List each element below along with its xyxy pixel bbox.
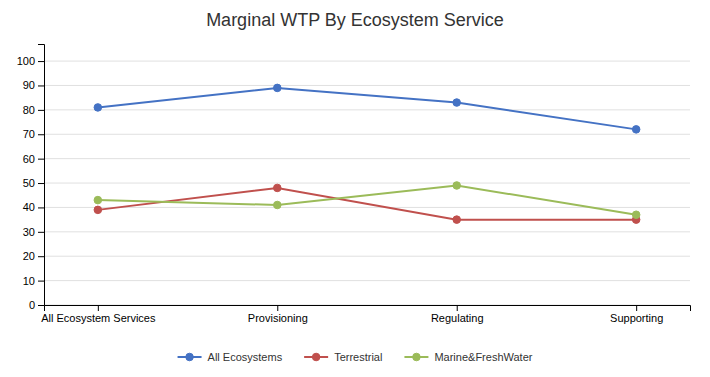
marker — [273, 201, 281, 209]
x-tick: All Ecosystem Services — [41, 305, 156, 324]
x-tick-mark — [277, 305, 278, 311]
y-tick-mark — [38, 281, 44, 282]
y-tick-mark — [38, 134, 44, 135]
y-tick-label: 50 — [23, 177, 35, 189]
marker — [273, 84, 281, 92]
y-tick-mark — [38, 232, 44, 233]
marker — [273, 184, 281, 192]
marker — [632, 126, 640, 134]
x-tick: Provisioning — [248, 305, 308, 324]
x-tick-mark — [636, 305, 637, 311]
marker — [94, 196, 102, 204]
marker — [94, 104, 102, 112]
line — [98, 188, 636, 220]
x-tick: Regulating — [431, 305, 484, 324]
y-tick-label: 90 — [23, 79, 35, 91]
y-axis-line — [38, 45, 45, 306]
y-tick-label: 80 — [23, 104, 35, 116]
legend-item: All Ecosystems — [178, 351, 283, 363]
y-tick: 70 — [23, 128, 44, 140]
grid-line — [44, 85, 690, 86]
y-tick-mark — [38, 305, 44, 306]
grid-line — [44, 280, 690, 281]
y-tick-mark — [38, 207, 44, 208]
grid-line — [44, 256, 690, 257]
y-axis: 0 10 20 30 40 50 60 70 80 90 100 — [17, 45, 45, 312]
y-tick: 40 — [23, 201, 44, 213]
y-tick-mark — [38, 159, 44, 160]
chart: All Ecosystem Services Provisioning Regula… — [0, 0, 710, 377]
marker — [453, 99, 461, 107]
y-tick: 10 — [23, 275, 44, 287]
y-tick-label: 60 — [23, 153, 35, 165]
x-axis-line — [45, 306, 691, 312]
marker — [94, 206, 102, 214]
legend-marker — [413, 353, 421, 361]
legend-label: Terrestrial — [334, 351, 382, 363]
y-tick: 90 — [23, 79, 44, 91]
y-tick: 80 — [23, 104, 44, 116]
y-tick-label: 20 — [23, 250, 35, 262]
y-tick: 20 — [23, 250, 44, 262]
y-tick-label: 0 — [29, 299, 35, 311]
x-tick-label: Provisioning — [248, 312, 308, 324]
line — [98, 88, 636, 129]
x-axis: All Ecosystem Services Provisioning Regula… — [41, 305, 690, 324]
legend-label: Marine&FreshWater — [434, 351, 532, 363]
y-tick-mark — [38, 110, 44, 111]
y-tick: 60 — [23, 153, 44, 165]
marker — [632, 211, 640, 219]
legend-marker — [186, 353, 194, 361]
legend-marker — [312, 353, 320, 361]
y-tick-mark — [38, 183, 44, 184]
y-tick: 50 — [23, 177, 44, 189]
y-tick: 30 — [23, 226, 44, 238]
grid — [44, 61, 690, 305]
series — [94, 84, 640, 133]
x-tick-label: All Ecosystem Services — [41, 312, 156, 324]
legend: All Ecosystems Terrestrial Marine&FreshWat… — [178, 351, 533, 363]
title: Marginal WTP By Ecosystem Service — [206, 10, 504, 30]
plot-area — [94, 84, 640, 223]
y-tick-label: 10 — [23, 275, 35, 287]
y-tick-mark — [38, 85, 44, 86]
grid-line — [44, 158, 690, 159]
x-tick-label: Regulating — [431, 312, 484, 324]
marker — [453, 216, 461, 224]
y-tick-label: 70 — [23, 128, 35, 140]
y-tick-label: 40 — [23, 201, 35, 213]
grid-line — [44, 183, 690, 184]
grid-line — [44, 231, 690, 232]
grid-line — [44, 61, 690, 62]
legend-item: Terrestrial — [304, 351, 382, 363]
series — [94, 182, 640, 219]
x-tick: Supporting — [610, 305, 663, 324]
y-tick-label: 30 — [23, 226, 35, 238]
x-tick-mark — [457, 305, 458, 311]
legend-label: All Ecosystems — [208, 351, 283, 363]
y-tick-label: 100 — [17, 55, 35, 67]
x-tick-label: Supporting — [610, 312, 663, 324]
y-tick-mark — [38, 61, 44, 62]
line — [98, 185, 636, 214]
y-tick: 100 — [17, 55, 44, 67]
grid-line — [44, 134, 690, 135]
x-tick-mark — [98, 305, 99, 311]
y-tick: 0 — [29, 299, 44, 311]
series — [94, 184, 640, 223]
y-tick-mark — [38, 256, 44, 257]
legend-item: Marine&FreshWater — [404, 351, 532, 363]
grid-line — [44, 109, 690, 110]
marker — [453, 182, 461, 190]
